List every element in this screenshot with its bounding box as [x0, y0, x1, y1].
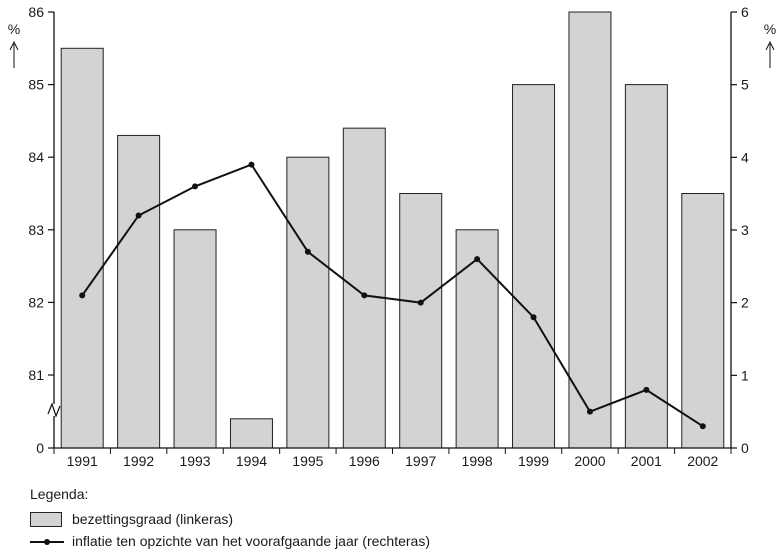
x-tick-label-2000: 2000 [574, 453, 605, 469]
bar-1996 [342, 127, 386, 449]
bar-2000 [568, 11, 612, 449]
legend-item-line: inflatie ten opzichte van het voorafgaan… [30, 530, 430, 552]
right-tick-label-3: 3 [741, 222, 749, 238]
x-tick-label-1998: 1998 [462, 453, 493, 469]
axes [47, 11, 737, 454]
legend-swatch-bar [30, 511, 62, 527]
left-tick-label-82: 82 [28, 294, 44, 310]
legend-title: Legenda: [30, 486, 89, 502]
x-tick-label-1994: 1994 [236, 453, 267, 469]
bar-1991 [60, 47, 104, 449]
inflation-point-2000 [586, 408, 593, 415]
x-tick-label-1996: 1996 [349, 453, 380, 469]
right-unit-arrow-head [765, 40, 775, 51]
inflation-point-1995 [304, 248, 311, 255]
x-tick-label-1997: 1997 [405, 453, 436, 469]
bar-1999 [512, 84, 556, 449]
inflation-point-2002 [699, 423, 706, 430]
inflation-point-1992 [135, 212, 142, 219]
right-tick-label-1: 1 [741, 367, 749, 383]
right-tick-label-0: 0 [741, 440, 749, 456]
x-tick-label-1993: 1993 [179, 453, 210, 469]
inflation-point-1993 [192, 183, 199, 190]
left-tick-label-83: 83 [28, 222, 44, 238]
left-tick-label-0: 0 [36, 440, 44, 456]
left-tick-label-84: 84 [28, 149, 44, 165]
bar-series [60, 11, 725, 449]
inflation-point-1996 [361, 292, 368, 299]
inflation-point-2001 [643, 386, 650, 393]
x-tick-label-2002: 2002 [687, 453, 718, 469]
inflation-line [81, 163, 704, 428]
x-tick-label-1995: 1995 [292, 453, 323, 469]
left-axis-unit: % [8, 21, 20, 37]
line-series [79, 161, 706, 430]
left-tick-label-81: 81 [28, 367, 44, 383]
left-tick-label-86: 86 [28, 4, 44, 20]
x-tick-label-2001: 2001 [631, 453, 662, 469]
tick-labels: 0 81 82 83 84 85 86 0 1 2 3 4 5 6 1991 1992 1993 1994 1995… [28, 4, 749, 469]
bar-1997 [399, 193, 443, 449]
bar-2001 [624, 84, 668, 449]
bar-1994 [229, 418, 273, 449]
bar-1995 [286, 156, 330, 449]
x-tick-label-1992: 1992 [123, 453, 154, 469]
bar-1993 [173, 229, 217, 449]
legend: Legenda: bezettingsgraad (linkeras) infl… [30, 486, 430, 552]
axis-break-mark [47, 402, 61, 418]
legend-label-line: inflatie ten opzichte van het voorafgaan… [72, 533, 430, 549]
legend-label-bars: bezettingsgraad (linkeras) [72, 511, 234, 527]
right-tick-label-2: 2 [741, 295, 749, 311]
right-tick-label-6: 6 [741, 4, 749, 20]
legend-item-bars: bezettingsgraad (linkeras) [30, 508, 430, 530]
inflation-point-1998 [474, 256, 481, 263]
inflation-point-1991 [79, 292, 86, 299]
bar-2002 [681, 193, 725, 449]
axis-units: %% [8, 21, 776, 68]
chart-area: 0 81 82 83 84 85 86 0 1 2 3 4 5 6 1991 1992 1993 1994 1995… [8, 4, 776, 469]
right-tick-label-5: 5 [741, 77, 749, 93]
bar-1992 [117, 134, 161, 449]
inflation-point-1994 [248, 161, 255, 168]
x-tick-label-1991: 1991 [67, 453, 98, 469]
inflation-point-1997 [417, 299, 424, 306]
left-tick-label-85: 85 [28, 77, 44, 93]
right-axis-unit: % [764, 21, 776, 37]
left-unit-arrow-head [9, 40, 19, 51]
bar-1998 [455, 229, 499, 449]
legend-swatch-line [30, 534, 64, 549]
right-tick-label-4: 4 [741, 149, 749, 165]
inflation-point-1999 [530, 314, 537, 321]
x-tick-label-1999: 1999 [518, 453, 549, 469]
